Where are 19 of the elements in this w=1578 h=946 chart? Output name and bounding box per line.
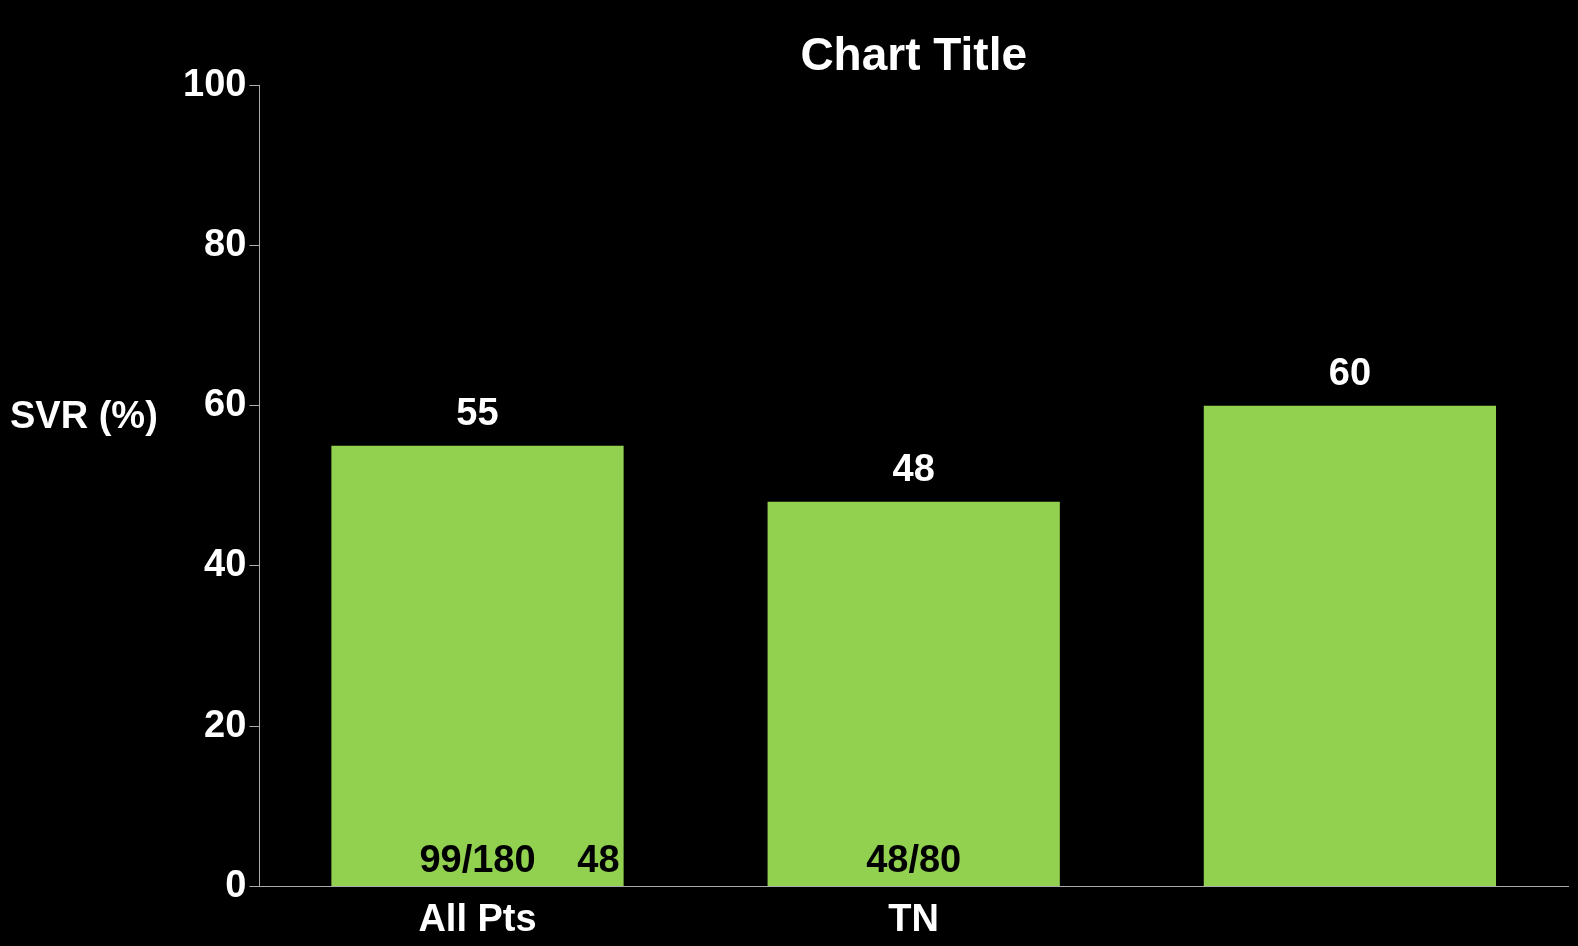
annotation: 99/180 bbox=[419, 837, 536, 880]
bar bbox=[767, 501, 1060, 886]
x-tick-label: All Pts bbox=[418, 896, 537, 939]
data-label: 60 bbox=[1328, 351, 1372, 394]
y-tick-label: 60 bbox=[204, 382, 247, 425]
annotation: 48/80 bbox=[866, 837, 962, 880]
y-tick-label: 80 bbox=[204, 221, 247, 264]
chart-title: Chart Title bbox=[800, 28, 1028, 81]
y-tick-label: 40 bbox=[204, 542, 247, 585]
x-tick-label: TN bbox=[888, 896, 940, 939]
annotation: 48 bbox=[577, 837, 620, 880]
bar bbox=[331, 445, 624, 886]
y-axis-title: SVR (%) bbox=[10, 394, 158, 437]
y-tick-label: 100 bbox=[183, 61, 247, 104]
data-label: 48 bbox=[892, 447, 935, 490]
y-tick-label: 20 bbox=[204, 702, 247, 745]
data-label: 55 bbox=[456, 391, 499, 434]
bar bbox=[1203, 405, 1497, 886]
y-tick-label: 0 bbox=[225, 862, 247, 905]
